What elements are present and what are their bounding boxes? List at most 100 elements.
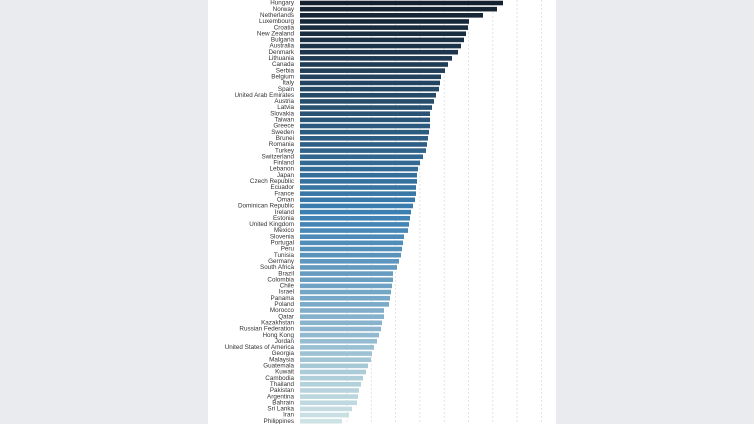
bar bbox=[300, 25, 468, 30]
bar bbox=[300, 6, 497, 12]
y-tick-label: Kazakhstan bbox=[261, 319, 294, 326]
bar bbox=[300, 123, 430, 129]
bar bbox=[300, 80, 440, 86]
y-tick-label: Denmark bbox=[268, 49, 294, 56]
y-tick-label: Slovenia bbox=[270, 233, 295, 240]
y-tick-label: Spain bbox=[278, 86, 295, 93]
y-tick-label: Argentina bbox=[267, 393, 294, 400]
y-tick-label: Luxembourg bbox=[259, 18, 295, 25]
y-tick-label: Romania bbox=[269, 141, 295, 148]
bar bbox=[300, 406, 352, 412]
bar bbox=[300, 382, 361, 387]
bar bbox=[300, 345, 374, 350]
bar bbox=[300, 0, 503, 6]
y-tick-label: Israel bbox=[279, 289, 294, 296]
bar bbox=[300, 92, 436, 98]
y-tick-label: Ecuador bbox=[271, 184, 294, 191]
bar bbox=[300, 191, 416, 196]
y-tick-label: Malaysia bbox=[269, 356, 294, 363]
y-tick-label: Jordan bbox=[275, 338, 295, 345]
bar bbox=[300, 160, 420, 166]
y-tick-label: Slovakia bbox=[270, 110, 294, 117]
bar bbox=[300, 252, 401, 258]
y-tick-label: Brazil bbox=[278, 270, 294, 277]
bar bbox=[300, 129, 429, 135]
y-tick-label: Guatemala bbox=[263, 363, 294, 370]
bar bbox=[300, 37, 464, 43]
y-tick-label: Croatia bbox=[274, 24, 295, 31]
bar bbox=[300, 117, 430, 123]
y-tick-label: Thailand bbox=[270, 381, 295, 388]
y-tick-label: Serbia bbox=[276, 67, 295, 74]
bar bbox=[300, 203, 413, 209]
y-tick-label: Norway bbox=[273, 6, 295, 13]
bar bbox=[300, 412, 349, 418]
y-tick-label: Italy bbox=[282, 80, 294, 87]
bar bbox=[300, 68, 445, 73]
bar bbox=[300, 62, 448, 67]
bar bbox=[300, 369, 366, 375]
y-tick-label: Belgium bbox=[271, 73, 294, 80]
bar bbox=[300, 56, 452, 61]
bar bbox=[300, 259, 399, 264]
bar bbox=[300, 351, 372, 356]
y-tick-label: Dominican Republic bbox=[238, 203, 294, 210]
y-tick-label: Mexico bbox=[274, 227, 294, 234]
y-tick-label: Turkey bbox=[275, 147, 295, 154]
bar bbox=[300, 271, 393, 276]
y-tick-label: Taiwan bbox=[274, 117, 294, 124]
bar bbox=[300, 314, 384, 319]
y-tick-label: Sweden bbox=[271, 129, 294, 136]
bar bbox=[300, 357, 371, 362]
bar bbox=[300, 228, 408, 233]
bar bbox=[300, 19, 469, 24]
y-tick-label: Hong Kong bbox=[262, 332, 294, 339]
bar bbox=[300, 302, 389, 307]
y-tick-label: United Kingdom bbox=[249, 221, 294, 228]
y-tick-label: Ireland bbox=[275, 209, 295, 216]
y-tick-label: United States of America bbox=[225, 344, 295, 351]
y-tick-label: Hungary bbox=[270, 0, 295, 7]
bar bbox=[300, 179, 417, 184]
y-tick-label: Brunei bbox=[276, 135, 294, 142]
y-tick-label: United Arab Emirates bbox=[235, 92, 295, 99]
bar bbox=[300, 326, 381, 332]
bar bbox=[300, 43, 461, 49]
y-tick-label: Greece bbox=[273, 123, 294, 130]
bar bbox=[300, 394, 358, 399]
y-tick-label: Tunisia bbox=[274, 252, 295, 259]
y-tick-label: Portugal bbox=[271, 240, 294, 247]
y-tick-label: Cambodia bbox=[265, 375, 294, 382]
y-tick-label: Netherlands bbox=[260, 12, 294, 19]
bar bbox=[300, 136, 428, 141]
y-tick-label: Estonia bbox=[273, 215, 295, 222]
y-tick-label: Finland bbox=[273, 160, 294, 167]
y-tick-label: Germany bbox=[268, 258, 295, 265]
y-tick-label: Russian Federation bbox=[239, 326, 294, 333]
y-tick-label: Colombia bbox=[267, 276, 294, 283]
bar bbox=[300, 332, 379, 338]
bar bbox=[300, 277, 393, 283]
y-tick-label: Japan bbox=[277, 172, 295, 179]
y-tick-label: New Zealand bbox=[257, 30, 295, 37]
y-tick-label: Morocco bbox=[270, 307, 295, 314]
bar bbox=[300, 418, 342, 424]
y-tick-label: Poland bbox=[274, 301, 294, 308]
bar bbox=[300, 215, 410, 221]
y-tick-label: Chile bbox=[280, 283, 295, 290]
y-tick-label: Bahrain bbox=[272, 399, 294, 406]
bar bbox=[300, 166, 418, 172]
bar bbox=[300, 246, 402, 252]
y-tick-label: Switzerland bbox=[261, 153, 294, 160]
bar bbox=[300, 86, 439, 92]
y-tick-label: Czech Republic bbox=[250, 178, 294, 185]
y-tick-label: Kuwait bbox=[275, 369, 294, 376]
bar bbox=[300, 363, 368, 369]
y-tick-label: France bbox=[274, 190, 294, 197]
bar bbox=[300, 240, 403, 246]
y-tick-label: Georgia bbox=[272, 350, 295, 357]
bar bbox=[300, 265, 397, 270]
y-tick-label: Australia bbox=[270, 43, 295, 50]
bar bbox=[300, 105, 432, 110]
